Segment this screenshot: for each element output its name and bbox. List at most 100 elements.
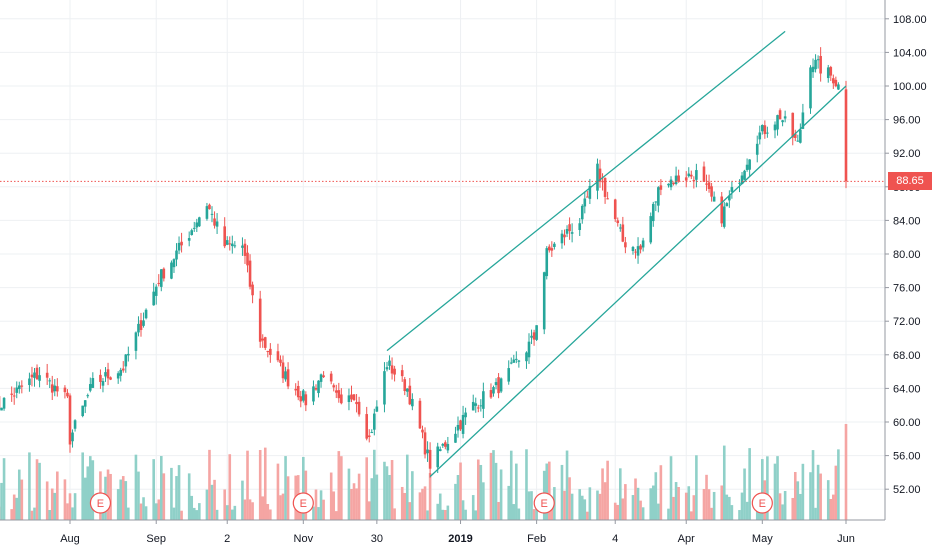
volume-bar — [376, 475, 379, 520]
candle — [553, 242, 556, 249]
volume-bar — [259, 450, 262, 520]
volume-bar — [216, 510, 219, 520]
y-tick-label: 56.00 — [893, 451, 921, 463]
candle — [213, 211, 216, 228]
candle — [406, 388, 409, 397]
volume-bar — [622, 498, 625, 520]
y-axis: 52.0056.0060.0064.0068.0072.0076.0080.00… — [885, 0, 927, 520]
volume-bar — [36, 459, 39, 520]
candle — [441, 443, 444, 448]
volume-bar — [163, 473, 166, 520]
candle — [726, 202, 729, 206]
volume-bar — [500, 469, 503, 520]
volume-bar — [175, 476, 178, 520]
candle — [107, 363, 110, 385]
volume-bar — [480, 465, 483, 520]
volume-bar — [703, 489, 706, 520]
volume-bar — [127, 508, 130, 520]
candle — [632, 246, 635, 255]
volume-bar — [279, 495, 282, 520]
candle — [500, 377, 503, 393]
candle — [571, 223, 574, 242]
volume-bar — [657, 504, 660, 520]
candle — [102, 378, 105, 392]
candle — [358, 397, 361, 417]
grid — [0, 0, 885, 520]
volume-bar — [119, 480, 122, 520]
candle — [122, 361, 125, 373]
volume-bar — [109, 474, 112, 520]
volume-bar — [249, 499, 252, 520]
volume-bar — [731, 505, 734, 520]
volume-bar — [781, 504, 784, 520]
earnings-marker[interactable]: E — [534, 493, 554, 513]
volume-bar — [406, 455, 409, 520]
volume-bar — [84, 478, 87, 520]
volume-bar — [403, 493, 406, 520]
candle — [335, 385, 338, 398]
candle — [586, 191, 589, 198]
candle — [490, 383, 493, 399]
earnings-marker[interactable]: E — [752, 493, 772, 513]
candle — [472, 395, 475, 411]
volume-bar — [817, 465, 820, 520]
candle — [510, 358, 513, 365]
candle — [244, 239, 247, 264]
volume-bar — [282, 494, 285, 520]
candle — [188, 231, 191, 246]
candle — [251, 282, 254, 304]
candle — [269, 343, 272, 363]
volume-bar — [358, 474, 361, 520]
x-tick-label: Aug — [60, 533, 80, 545]
volume-bar — [3, 458, 6, 520]
x-tick-label: Jun — [837, 533, 855, 545]
candle — [145, 308, 148, 319]
candle — [259, 291, 262, 348]
volume-bar — [355, 488, 358, 520]
candlesticks — [0, 47, 847, 478]
volume-bar — [190, 496, 193, 520]
volume-bar — [791, 498, 794, 520]
candle — [525, 351, 528, 369]
candle — [797, 135, 800, 142]
earnings-marker[interactable]: E — [293, 493, 313, 513]
volume-bar — [391, 460, 394, 520]
volume-bar — [571, 494, 574, 520]
volume-bar — [261, 496, 264, 520]
volume-bar — [173, 508, 176, 520]
candle — [137, 316, 140, 336]
candle — [299, 391, 302, 407]
volume-bar — [581, 496, 584, 520]
volume-bar — [160, 456, 163, 520]
candle — [99, 369, 102, 388]
volume-bar — [180, 511, 183, 520]
candle — [376, 400, 379, 412]
candle — [287, 362, 290, 389]
candle — [642, 238, 645, 252]
volume-bar — [827, 480, 830, 520]
candle — [545, 246, 548, 279]
candle — [315, 384, 318, 390]
earnings-marker[interactable]: E — [90, 493, 110, 513]
volume-bar — [802, 464, 805, 520]
candle — [457, 417, 460, 438]
candle — [264, 337, 267, 350]
candle — [561, 230, 564, 249]
candle — [92, 372, 95, 388]
volume-bar — [338, 451, 341, 520]
volume-bar — [492, 450, 495, 520]
candle — [386, 362, 389, 371]
y-tick-label: 60.00 — [893, 417, 921, 429]
candle — [497, 373, 500, 398]
volume-bar — [797, 481, 800, 520]
candle — [302, 389, 305, 403]
candle — [639, 244, 642, 253]
volume-bar — [837, 449, 840, 520]
candle — [705, 175, 708, 191]
candle — [495, 378, 498, 389]
candle — [84, 400, 87, 413]
candle — [761, 124, 764, 134]
candle — [21, 380, 24, 393]
